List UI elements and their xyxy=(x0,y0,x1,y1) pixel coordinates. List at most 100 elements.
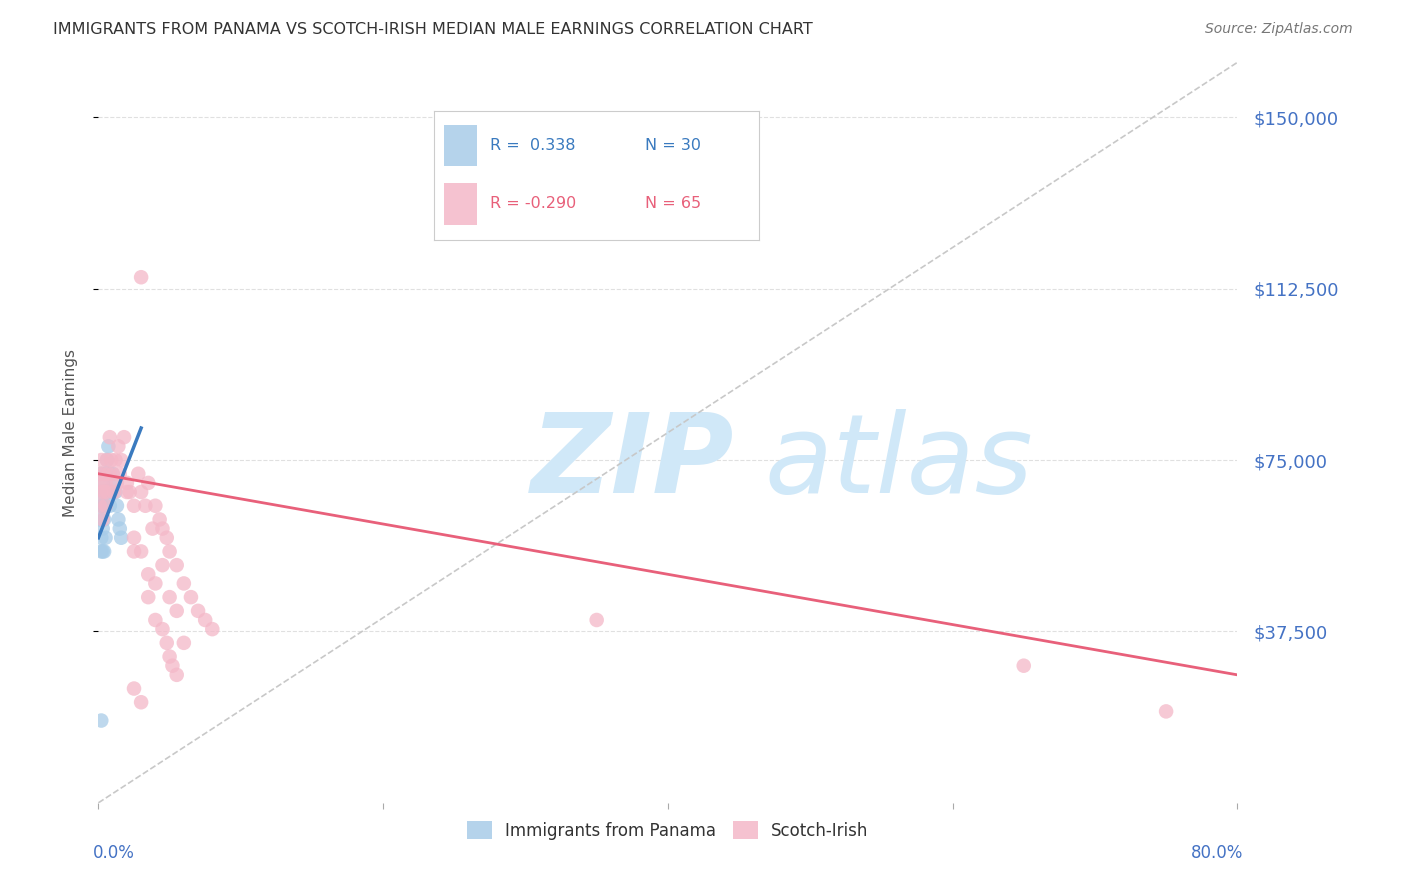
Point xyxy=(89,512,111,526)
Point xyxy=(129,485,152,500)
Point xyxy=(97,467,120,481)
Point xyxy=(122,531,145,545)
Point xyxy=(90,544,112,558)
Point xyxy=(145,499,167,513)
Point xyxy=(136,567,159,582)
Point xyxy=(98,499,121,513)
Text: atlas: atlas xyxy=(765,409,1033,516)
Point xyxy=(108,467,131,481)
Point xyxy=(122,681,145,696)
Text: 80.0%: 80.0% xyxy=(1191,844,1243,862)
Point xyxy=(585,613,607,627)
Point xyxy=(89,499,111,513)
Point xyxy=(115,475,138,490)
Point xyxy=(107,439,129,453)
Point xyxy=(166,558,188,573)
Point xyxy=(149,512,172,526)
Point xyxy=(129,695,152,709)
Point xyxy=(194,613,217,627)
Point xyxy=(108,522,131,536)
Point xyxy=(104,485,127,500)
Y-axis label: Median Male Earnings: Median Male Earnings xyxy=(63,349,77,516)
Point xyxy=(107,512,129,526)
Point xyxy=(91,499,114,513)
Point xyxy=(91,544,114,558)
Point xyxy=(110,531,132,545)
Point xyxy=(90,453,112,467)
Point xyxy=(166,604,188,618)
Point xyxy=(122,499,145,513)
Point xyxy=(103,475,125,490)
Point xyxy=(91,522,114,536)
Point xyxy=(129,544,152,558)
Point xyxy=(166,668,188,682)
Point xyxy=(110,453,132,467)
Point xyxy=(89,485,111,500)
Point xyxy=(1154,705,1177,719)
Point xyxy=(96,453,118,467)
Point xyxy=(93,485,115,500)
Point xyxy=(96,485,118,500)
Point xyxy=(94,531,117,545)
Point xyxy=(90,531,112,545)
Point xyxy=(118,485,141,500)
Point xyxy=(156,636,179,650)
Point xyxy=(93,544,115,558)
Point xyxy=(145,576,167,591)
Point xyxy=(100,453,122,467)
Point xyxy=(159,590,181,604)
Point xyxy=(91,475,114,490)
Text: 0.0%: 0.0% xyxy=(93,844,135,862)
Point xyxy=(98,467,121,481)
Point xyxy=(152,522,174,536)
Point xyxy=(90,714,112,728)
Text: ZIP: ZIP xyxy=(531,409,735,516)
Point xyxy=(94,475,117,490)
Point xyxy=(104,453,127,467)
Point xyxy=(94,499,117,513)
Point xyxy=(101,467,124,481)
Point xyxy=(90,499,112,513)
Point xyxy=(112,430,135,444)
Point xyxy=(97,439,120,453)
Point xyxy=(134,499,156,513)
Point xyxy=(105,499,128,513)
Legend: Immigrants from Panama, Scotch-Irish: Immigrants from Panama, Scotch-Irish xyxy=(460,814,876,847)
Point xyxy=(141,522,163,536)
Point xyxy=(122,544,145,558)
Point xyxy=(94,467,117,481)
Point xyxy=(89,467,111,481)
Point xyxy=(1012,658,1035,673)
Point xyxy=(152,622,174,636)
Point xyxy=(105,475,128,490)
Point xyxy=(91,475,114,490)
Point xyxy=(159,544,181,558)
Point xyxy=(90,467,112,481)
Point xyxy=(93,467,115,481)
Point xyxy=(145,613,167,627)
Point xyxy=(152,558,174,573)
Point xyxy=(98,430,121,444)
Point xyxy=(100,485,122,500)
Point xyxy=(162,658,184,673)
Point xyxy=(136,590,159,604)
Point xyxy=(91,512,114,526)
Point xyxy=(101,467,124,481)
Text: Source: ZipAtlas.com: Source: ZipAtlas.com xyxy=(1205,22,1353,37)
Point xyxy=(156,531,179,545)
Point xyxy=(180,590,202,604)
Point xyxy=(127,467,149,481)
Point xyxy=(93,512,115,526)
Text: IMMIGRANTS FROM PANAMA VS SCOTCH-IRISH MEDIAN MALE EARNINGS CORRELATION CHART: IMMIGRANTS FROM PANAMA VS SCOTCH-IRISH M… xyxy=(53,22,813,37)
Point xyxy=(115,485,138,500)
Point xyxy=(159,649,181,664)
Point xyxy=(173,576,195,591)
Point xyxy=(173,636,195,650)
Point xyxy=(94,499,117,513)
Point xyxy=(187,604,209,618)
Point xyxy=(103,485,125,500)
Point xyxy=(90,485,112,500)
Point xyxy=(201,622,224,636)
Point xyxy=(129,270,152,285)
Point xyxy=(93,485,115,500)
